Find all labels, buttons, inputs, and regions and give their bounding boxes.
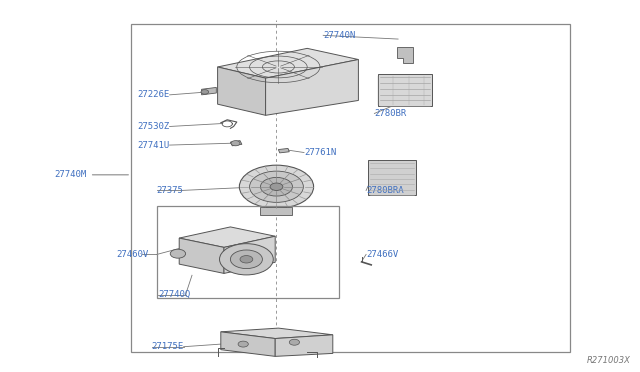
Circle shape [240,256,253,263]
Polygon shape [224,236,275,273]
Polygon shape [218,48,358,78]
Text: 27375: 27375 [157,186,184,195]
Polygon shape [230,141,242,146]
Bar [131,24,570,352]
Text: 27226E: 27226E [138,90,170,99]
Polygon shape [397,46,413,63]
Circle shape [231,141,240,146]
Bar [260,207,292,215]
Polygon shape [278,148,289,153]
Polygon shape [221,328,333,339]
Polygon shape [218,67,266,115]
Circle shape [230,250,262,269]
Bar [368,160,416,195]
Text: 27740Q: 27740Q [158,290,190,299]
Polygon shape [179,227,275,247]
Circle shape [270,183,283,190]
Text: 27741U: 27741U [138,141,170,150]
Circle shape [170,249,186,258]
Text: 27175E: 27175E [152,342,184,351]
Text: 2780BRA: 2780BRA [366,186,404,195]
Polygon shape [202,87,216,95]
Text: 27466V: 27466V [366,250,398,259]
Polygon shape [221,332,275,356]
Circle shape [239,165,314,208]
Text: 27740M: 27740M [54,170,86,179]
Text: 27761N: 27761N [304,148,336,157]
Circle shape [220,244,273,275]
Circle shape [238,341,248,347]
Bar [378,74,432,106]
Circle shape [260,177,292,196]
Circle shape [250,171,303,202]
Bar [157,206,339,298]
Circle shape [201,90,209,94]
Circle shape [289,339,300,345]
Polygon shape [275,335,333,356]
Text: 2780BR: 2780BR [374,109,406,118]
Polygon shape [266,60,358,115]
Text: 27530Z: 27530Z [138,122,170,131]
Polygon shape [179,238,224,273]
Text: 27460V: 27460V [116,250,148,259]
Text: R271003X: R271003X [586,356,630,365]
Text: 27740N: 27740N [323,31,355,40]
